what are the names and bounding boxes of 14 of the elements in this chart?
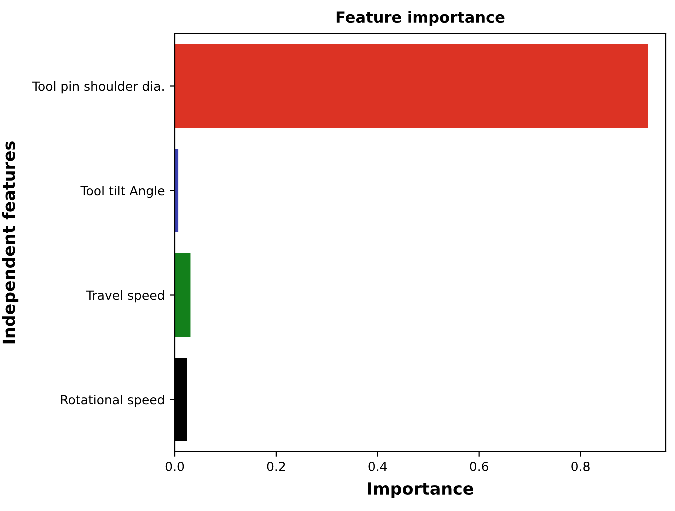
x-tick-label: 0.8	[572, 462, 590, 472]
y-tick-label: Tool tilt Angle	[80, 186, 165, 198]
x-tick-label: 0.0	[166, 462, 184, 472]
x-tick-label: 0.6	[470, 462, 488, 472]
x-tick-label: 0.2	[267, 462, 286, 472]
y-tick-label: Tool pin shoulder dia.	[32, 82, 164, 94]
bar	[175, 44, 648, 128]
x-tick-label: 0.4	[368, 462, 388, 472]
chart-title: Feature importance	[336, 11, 505, 26]
y-tick-label: Travel speed	[86, 290, 164, 303]
x-axis-title: Importance	[368, 482, 474, 498]
y-tick-label: Rotational speed	[61, 395, 164, 408]
y-axis-title: Independent features	[2, 142, 19, 344]
bar	[175, 253, 191, 338]
